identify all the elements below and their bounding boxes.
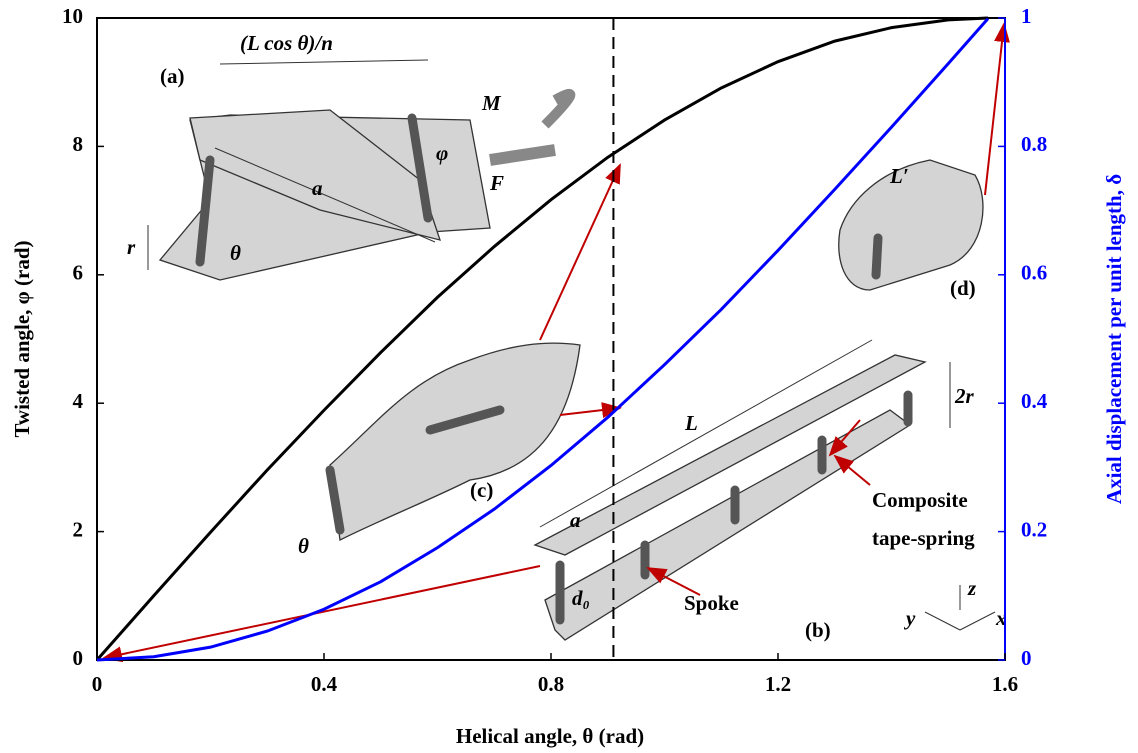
annotation: (c) bbox=[470, 478, 493, 502]
x-tick-label: 0.8 bbox=[538, 672, 564, 696]
chart: (a) (L cos θ)/n M F φ a r θ (c) θ L a 2r… bbox=[0, 0, 1138, 753]
annotation: tape-spring bbox=[872, 526, 975, 550]
y2-tick-label: 0 bbox=[1021, 646, 1032, 670]
y-tick-label: 4 bbox=[73, 389, 84, 413]
annotation: φ bbox=[436, 141, 448, 165]
annotation: a bbox=[312, 176, 323, 200]
inset-c bbox=[330, 343, 580, 540]
annotation: (a) bbox=[160, 64, 185, 88]
y-tick-label: 2 bbox=[73, 517, 84, 541]
annotation: a bbox=[570, 508, 581, 532]
y-tick-label: 8 bbox=[73, 132, 84, 156]
annotation: F bbox=[489, 171, 504, 195]
y-tick-label: 10 bbox=[62, 4, 83, 28]
data-line bbox=[97, 18, 988, 660]
spoke bbox=[876, 238, 878, 275]
x-tick-label: 0 bbox=[92, 672, 103, 696]
annotation: 2r bbox=[954, 384, 975, 408]
axis-icon bbox=[960, 612, 995, 630]
y-axis-label: Twisted angle, φ (rad) bbox=[10, 240, 34, 437]
pointer bbox=[985, 24, 1004, 195]
moment-arrow bbox=[545, 94, 570, 125]
illustrations bbox=[104, 24, 1004, 658]
force-arrow bbox=[490, 150, 555, 160]
x-tick-label: 1.6 bbox=[992, 672, 1018, 696]
annotation: L′ bbox=[889, 164, 909, 188]
y2-tick-label: 0.4 bbox=[1021, 389, 1048, 413]
y2-tick-label: 0.6 bbox=[1021, 261, 1047, 285]
x-axis-label: Helical angle, θ (rad) bbox=[456, 724, 644, 748]
x-tick-label: 1.2 bbox=[765, 672, 791, 696]
annotation: M bbox=[481, 91, 502, 115]
annotation: (L cos θ)/n bbox=[240, 31, 333, 55]
dim-line bbox=[220, 60, 428, 64]
annotation: θ bbox=[298, 534, 309, 558]
annotation: y bbox=[903, 606, 916, 630]
inset-d bbox=[839, 160, 983, 290]
y-tick-label: 0 bbox=[73, 646, 84, 670]
annotation: d₀ bbox=[572, 586, 590, 610]
axis-icon bbox=[925, 612, 960, 630]
annotation: Spoke bbox=[684, 591, 739, 615]
annotation: (b) bbox=[805, 618, 831, 642]
annotation: θ bbox=[230, 241, 241, 265]
y2-tick-label: 0.8 bbox=[1021, 132, 1047, 156]
x-tick-label: 0.4 bbox=[311, 672, 338, 696]
annotation: z bbox=[967, 576, 977, 600]
annotation: L bbox=[684, 411, 698, 435]
y-tick-label: 6 bbox=[73, 261, 84, 285]
pointer bbox=[540, 165, 620, 340]
annotation: (d) bbox=[950, 276, 976, 300]
annotation: r bbox=[127, 235, 136, 259]
y2-tick-label: 0.2 bbox=[1021, 517, 1047, 541]
y2-axis-label: Axial displacement per unit length, δ bbox=[1102, 174, 1126, 504]
annotation: Composite bbox=[872, 488, 968, 512]
y2-tick-label: 1 bbox=[1021, 4, 1032, 28]
